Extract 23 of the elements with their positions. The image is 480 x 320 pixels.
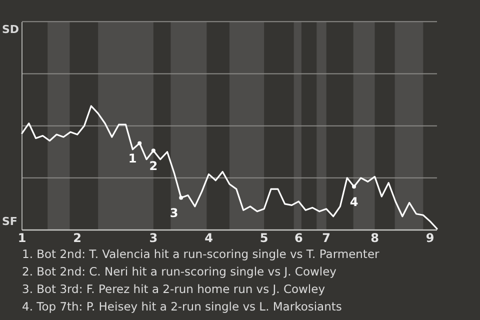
x-tick-label: 7	[322, 231, 331, 245]
x-tick-label: 4	[204, 231, 213, 245]
x-tick-label: 3	[149, 231, 158, 245]
x-tick-label: 6	[294, 231, 303, 245]
text: SD	[2, 23, 20, 36]
point	[352, 184, 356, 189]
x-tick-label: 9	[426, 231, 434, 245]
series-label: 1	[128, 151, 137, 166]
text: SF	[2, 215, 18, 228]
series-label: 2	[149, 158, 158, 173]
x-tick-label: 1	[18, 231, 26, 245]
point	[151, 148, 156, 153]
series-label: 4	[350, 194, 358, 209]
x-tick-label: 8	[370, 231, 379, 245]
text: 3. Bot 3rd: F. Perez hit a 2-run home run vs J. Cowley	[22, 282, 326, 296]
point	[138, 141, 142, 146]
series-label: 3	[170, 206, 178, 220]
text: 4. Top 7th: P. Heisey hit a 2-run single vs L. Markosiants	[22, 300, 342, 314]
text: 2. Bot 2nd: C. Neri hit a run-scoring single vs J. Cowley	[22, 264, 337, 278]
x-tick-label: 2	[73, 231, 82, 245]
x-tick-label: 5	[260, 231, 268, 245]
text: 1. Bot 2nd: T. Valencia hit a run-scoring single vs T. Parmenter	[22, 247, 380, 261]
point	[179, 196, 184, 200]
